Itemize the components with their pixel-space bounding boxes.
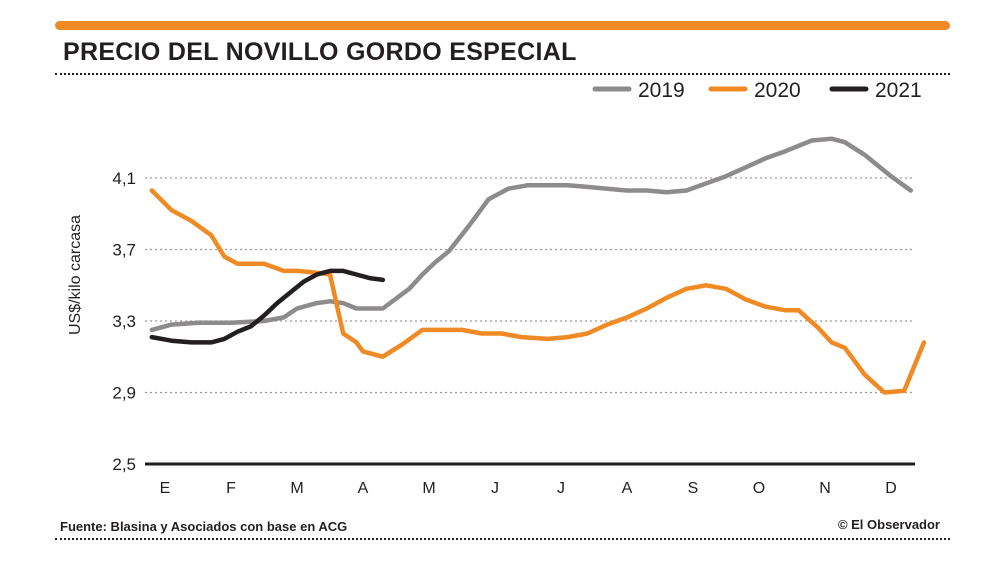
y-tick-label: 3,3 <box>112 312 136 331</box>
series-line-2020 <box>149 188 927 395</box>
x-tick-label: N <box>819 480 831 497</box>
y-tick-label: 2,5 <box>112 455 136 474</box>
x-tick-label: D <box>885 480 897 497</box>
footer-divider <box>55 538 950 540</box>
x-tick-label: E <box>160 480 171 497</box>
x-tick-label: A <box>622 480 633 497</box>
y-tick-label: 4,1 <box>112 169 136 188</box>
x-tick-label: J <box>491 480 499 497</box>
legend-label-2021: 2021 <box>875 79 922 102</box>
legend-label-2019: 2019 <box>638 79 685 102</box>
grid-layer <box>145 177 915 394</box>
credit-note: © El Observador <box>837 517 940 532</box>
title-divider <box>55 73 950 75</box>
accent-bar <box>55 21 950 30</box>
axis-layer: 2,5 2,9 3,3 3,7 4,1 E F M A M J J A S O N D <box>112 169 915 497</box>
x-tick-label: O <box>753 480 765 497</box>
x-tick-label: M <box>422 480 435 497</box>
x-tick-label: M <box>290 480 303 497</box>
source-note: Fuente: Blasina y Asociados con base en … <box>60 519 348 534</box>
chart-title: PRECIO DEL NOVILLO GORDO ESPECIAL <box>63 38 577 66</box>
x-tick-label: S <box>688 480 699 497</box>
y-axis-label: US$/kilo carcasa <box>67 215 84 335</box>
x-tick-label: F <box>226 480 236 497</box>
y-tick-label: 3,7 <box>112 241 136 260</box>
x-tick-label: J <box>557 480 565 497</box>
x-tick-label: A <box>358 480 369 497</box>
series-line-2021 <box>149 268 386 345</box>
legend: 2019 2020 2021 <box>592 79 922 102</box>
legend-label-2020: 2020 <box>754 79 801 102</box>
series-layer <box>149 136 927 395</box>
y-tick-label: 2,9 <box>112 384 136 403</box>
series-line-2019 <box>149 136 914 333</box>
